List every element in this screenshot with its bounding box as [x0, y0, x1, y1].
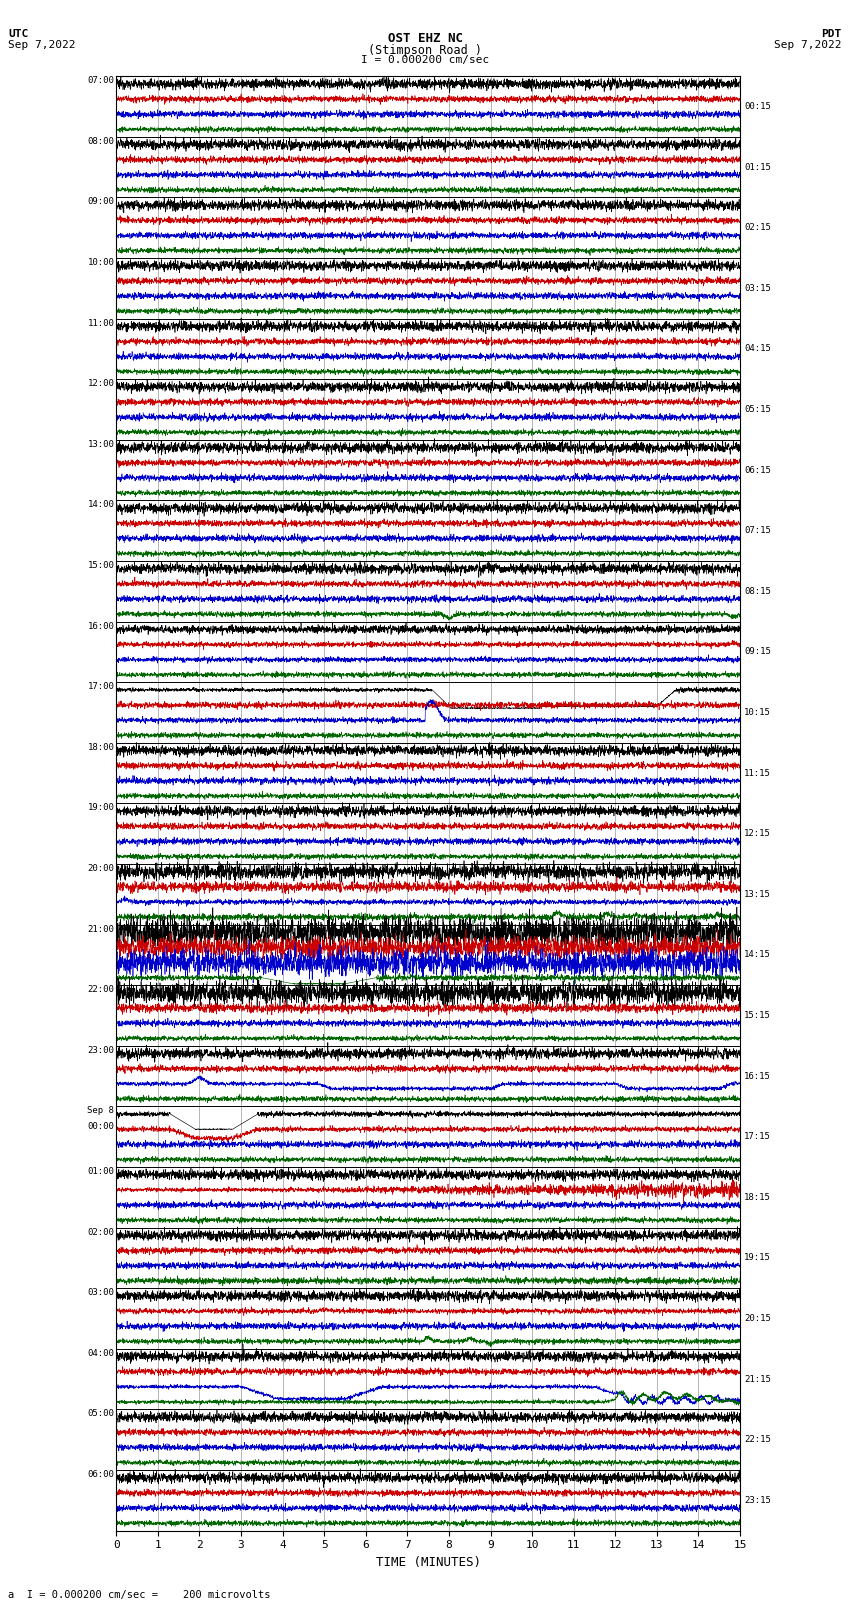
Text: I = 0.000200 cm/sec: I = 0.000200 cm/sec	[361, 55, 489, 65]
Text: 05:00: 05:00	[88, 1410, 114, 1418]
Text: 21:00: 21:00	[88, 924, 114, 934]
Text: 09:15: 09:15	[744, 647, 771, 656]
Text: PDT: PDT	[821, 29, 842, 39]
Text: OST EHZ NC: OST EHZ NC	[388, 32, 462, 45]
Text: 21:15: 21:15	[744, 1374, 771, 1384]
Text: 01:15: 01:15	[744, 163, 771, 171]
Text: 17:00: 17:00	[88, 682, 114, 692]
Text: 07:15: 07:15	[744, 526, 771, 536]
Text: 19:15: 19:15	[744, 1253, 771, 1263]
Text: 18:15: 18:15	[744, 1194, 771, 1202]
Text: 02:15: 02:15	[744, 223, 771, 232]
Text: 12:15: 12:15	[744, 829, 771, 839]
Text: (Stimpson Road ): (Stimpson Road )	[368, 44, 482, 56]
Text: 22:00: 22:00	[88, 986, 114, 994]
Text: UTC: UTC	[8, 29, 29, 39]
Text: 05:15: 05:15	[744, 405, 771, 415]
Text: 11:15: 11:15	[744, 769, 771, 777]
Text: 18:00: 18:00	[88, 744, 114, 752]
Text: 00:15: 00:15	[744, 102, 771, 111]
Text: 12:00: 12:00	[88, 379, 114, 389]
Text: 03:15: 03:15	[744, 284, 771, 294]
Text: 01:00: 01:00	[88, 1168, 114, 1176]
Text: 14:00: 14:00	[88, 500, 114, 510]
Text: 13:00: 13:00	[88, 440, 114, 448]
Text: 08:15: 08:15	[744, 587, 771, 595]
Text: 14:15: 14:15	[744, 950, 771, 960]
Text: 06:15: 06:15	[744, 466, 771, 474]
Text: 16:15: 16:15	[744, 1071, 771, 1081]
Text: 13:15: 13:15	[744, 890, 771, 898]
Text: 11:00: 11:00	[88, 319, 114, 327]
Text: 20:00: 20:00	[88, 865, 114, 873]
Text: 16:00: 16:00	[88, 621, 114, 631]
Text: Sep 7,2022: Sep 7,2022	[774, 40, 842, 50]
Text: 00:00: 00:00	[88, 1121, 114, 1131]
Text: 23:15: 23:15	[744, 1495, 771, 1505]
Text: a  I = 0.000200 cm/sec =    200 microvolts: a I = 0.000200 cm/sec = 200 microvolts	[8, 1590, 271, 1600]
Text: 22:15: 22:15	[744, 1436, 771, 1444]
Text: 15:00: 15:00	[88, 561, 114, 569]
Text: 08:00: 08:00	[88, 137, 114, 145]
Text: 17:15: 17:15	[744, 1132, 771, 1142]
Text: 06:00: 06:00	[88, 1469, 114, 1479]
Text: 23:00: 23:00	[88, 1045, 114, 1055]
Text: 04:00: 04:00	[88, 1348, 114, 1358]
Text: 20:15: 20:15	[744, 1315, 771, 1323]
Text: 03:00: 03:00	[88, 1289, 114, 1297]
X-axis label: TIME (MINUTES): TIME (MINUTES)	[376, 1557, 480, 1569]
Text: 07:00: 07:00	[88, 76, 114, 85]
Text: 15:15: 15:15	[744, 1011, 771, 1019]
Text: 02:00: 02:00	[88, 1227, 114, 1237]
Text: 04:15: 04:15	[744, 345, 771, 353]
Text: Sep 8: Sep 8	[88, 1107, 114, 1116]
Text: 10:00: 10:00	[88, 258, 114, 268]
Text: 19:00: 19:00	[88, 803, 114, 813]
Text: Sep 7,2022: Sep 7,2022	[8, 40, 76, 50]
Text: 10:15: 10:15	[744, 708, 771, 718]
Text: 09:00: 09:00	[88, 197, 114, 206]
